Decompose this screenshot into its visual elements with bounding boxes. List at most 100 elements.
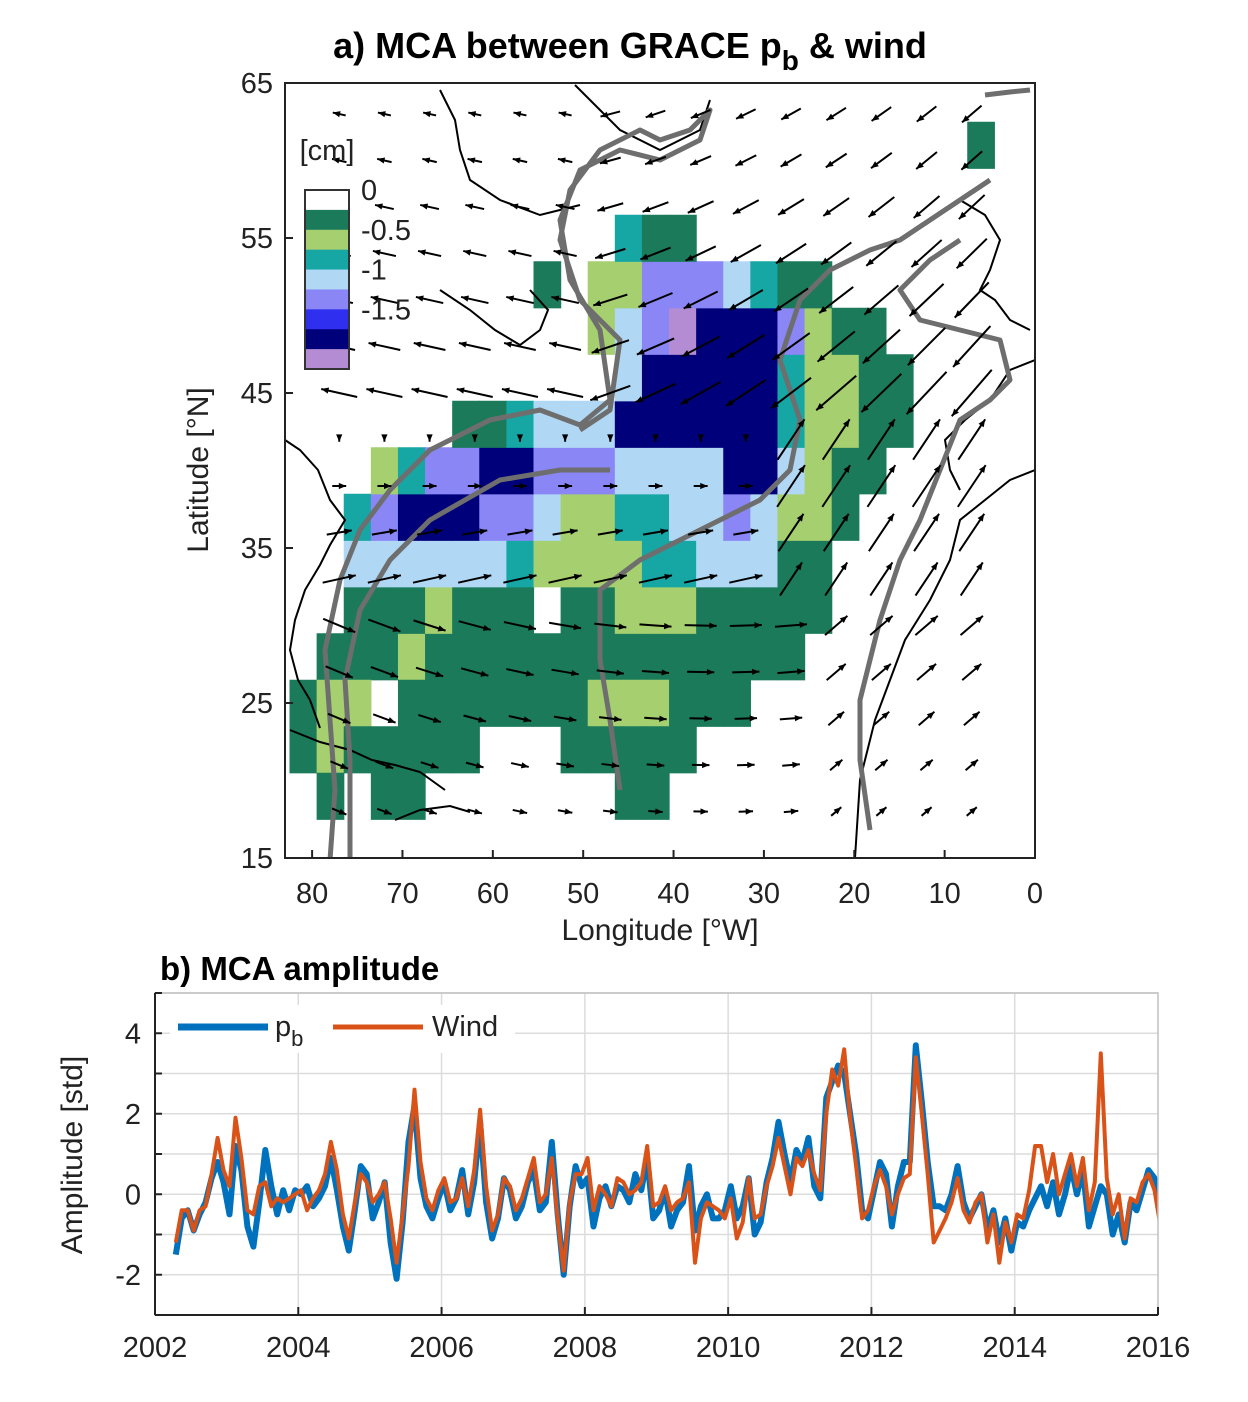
amplitude-x-tick-label: 2008	[553, 1332, 618, 1364]
pressure-cell	[669, 354, 697, 402]
pressure-cell	[804, 307, 833, 355]
pressure-cell	[669, 679, 697, 727]
wind-arrowhead	[840, 562, 848, 571]
wind-arrowhead	[613, 715, 622, 723]
wind-arrow	[867, 418, 896, 461]
wind-arrow	[860, 373, 903, 413]
wind-arrowhead	[415, 295, 424, 302]
wind-arrowhead	[659, 715, 667, 722]
map-x-ticks: 80 70 60 50 40 30 20 10 0	[296, 850, 1043, 910]
amplitude-y-tick-label: 2	[125, 1099, 141, 1131]
wind-arrowhead	[564, 482, 573, 490]
pressure-cell	[669, 633, 697, 681]
wind-arrowhead	[551, 295, 560, 302]
wind-arrowhead	[504, 341, 512, 348]
wind-arrow	[866, 464, 897, 508]
wind-arrowhead	[842, 419, 850, 428]
pressure-cell	[397, 772, 426, 820]
wind-arrow	[905, 371, 948, 415]
wind-arrowhead	[742, 434, 749, 442]
wind-arrowhead	[661, 669, 670, 676]
amplitude-y-tick-label: -2	[115, 1260, 141, 1292]
wind-arrowhead	[878, 807, 887, 815]
wind-arrow	[911, 464, 942, 508]
wind-arrowhead	[566, 762, 574, 769]
wind-arrowhead	[523, 716, 532, 723]
map-x-tick-label: 30	[748, 878, 780, 910]
wind-arrowhead	[435, 671, 444, 678]
legend-label-wind: Wind	[432, 1011, 498, 1043]
wind-arrowhead	[660, 528, 668, 535]
pressure-cell	[533, 400, 562, 448]
wind-arrowhead	[344, 671, 353, 678]
wind-arrowhead	[816, 403, 824, 411]
pressure-cell	[669, 726, 697, 774]
wind-arrowhead	[792, 761, 800, 768]
wind-arrowhead	[690, 159, 699, 165]
pressure-cell	[723, 261, 751, 309]
wind-arrowhead	[969, 807, 977, 815]
pressure-cell	[858, 354, 887, 402]
wind-arrowhead	[478, 716, 486, 723]
wind-arrowhead	[609, 808, 618, 815]
colorbar-label: [cm]	[300, 135, 355, 167]
wind-arrowhead	[516, 434, 524, 442]
pressure-cell	[425, 586, 453, 634]
pressure-cell	[669, 400, 697, 448]
wind-arrowhead	[597, 205, 606, 212]
pressure-cell	[804, 540, 833, 588]
wind-arrowhead	[700, 482, 708, 490]
wind-arrowhead	[864, 307, 872, 315]
wind-arrowhead	[971, 711, 980, 719]
wind-arrowhead	[600, 111, 609, 118]
wind-arrowhead	[555, 203, 564, 210]
wind-arrowhead	[595, 252, 604, 259]
pressure-cell	[750, 586, 779, 634]
map-x-tick-label: 20	[838, 878, 870, 910]
pressure-cell	[479, 586, 507, 634]
wind-arrow	[913, 513, 940, 552]
amplitude-x-ticks: 2002 2004 2006 2008 2010 2012 2014 2016	[123, 1307, 1190, 1364]
pressure-cell	[858, 400, 887, 448]
amplitude-y-label: Amplitude [std]	[56, 1056, 89, 1254]
wind-arrowhead	[861, 404, 869, 413]
pressure-cell	[669, 307, 697, 355]
coast-greenland	[574, 84, 711, 152]
wind-arrowhead	[547, 387, 555, 394]
amplitude-x-tick-label: 2006	[409, 1332, 474, 1364]
wind-arrowhead	[528, 573, 537, 580]
wind-arrowhead	[549, 341, 558, 348]
wind-arrowhead	[819, 306, 827, 314]
wind-arrowhead	[430, 762, 439, 769]
wind-arrowhead	[347, 573, 356, 580]
wind-arrowhead	[870, 161, 879, 169]
wind-arrowhead	[823, 209, 832, 216]
wind-arrowhead	[825, 160, 834, 168]
wind-arrowhead	[510, 203, 519, 210]
wind-arrowhead	[392, 625, 401, 632]
bathymetry-contours	[322, 87, 1031, 858]
wind-arrowhead	[370, 295, 379, 302]
wind-arrowhead	[928, 663, 937, 672]
wind-arrowhead	[512, 157, 521, 164]
map-y-ticks: 65 55 45 35 25 15	[241, 68, 293, 875]
wind-arrowhead	[977, 513, 985, 522]
wind-arrowhead	[438, 573, 447, 580]
pressure-cell	[669, 214, 697, 262]
pressure-cell	[289, 679, 318, 727]
wind-arrowhead	[888, 465, 896, 473]
colorbar: [cm] 0 -0.5 -1 -1.5	[300, 135, 411, 370]
wind-arrowhead	[393, 573, 401, 580]
wind-arrowhead	[780, 160, 789, 167]
map-panel: 80 70 60 50 40 30 20 10 0 65 55 45 35 25 15 Longitude…	[182, 68, 1043, 947]
amplitude-x-tick-label: 2004	[266, 1332, 331, 1364]
wind-arrowhead	[923, 807, 932, 815]
pressure-cell	[723, 679, 751, 727]
pressure-cell	[425, 726, 453, 774]
pressure-cell	[614, 400, 643, 448]
wind-arrowhead	[524, 528, 533, 535]
wind-arrowhead	[616, 669, 624, 676]
wind-arrowhead	[926, 711, 935, 719]
wind-arrowhead	[336, 434, 343, 442]
wind-arrowhead	[528, 624, 536, 631]
